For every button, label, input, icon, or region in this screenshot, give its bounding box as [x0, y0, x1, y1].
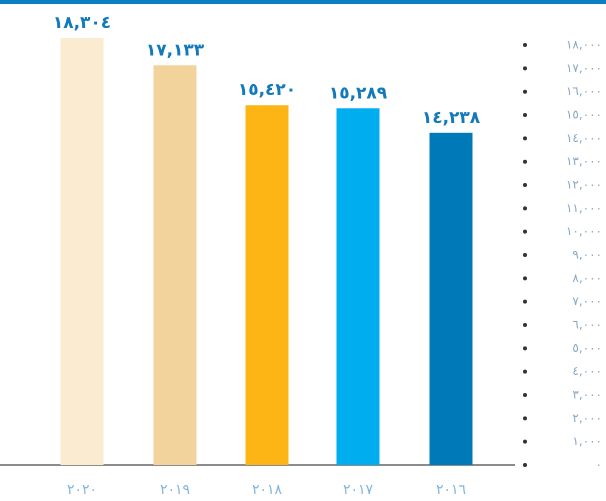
y-tick-label: ٦,٠٠٠ [572, 318, 602, 332]
tick-bullet [523, 113, 527, 118]
y-tick-label: ٤,٠٠٠ [572, 364, 602, 378]
y-tick-label: ٧,٠٠٠ [572, 294, 602, 308]
bar [336, 108, 380, 465]
bar [60, 37, 104, 465]
y-tick-label: ٣,٠٠٠ [572, 388, 602, 402]
y-tick-label: ٥,٠٠٠ [572, 341, 602, 355]
value-label: ١٥,٢٨٩ [329, 83, 388, 103]
tick-bullet [523, 229, 527, 234]
tick-bullet [523, 299, 527, 304]
y-tick-label: ٩,٠٠٠ [572, 248, 602, 262]
tick-bullet [523, 66, 527, 71]
value-label: ١٤,٢٣٨ [422, 108, 481, 128]
tick-bullet [523, 323, 527, 328]
tick-bullet [523, 159, 527, 164]
top-rule [0, 0, 606, 4]
y-tick-label: ١٤,٠٠٠ [566, 131, 602, 145]
value-label: ١٧,١٣٣ [146, 40, 205, 60]
tick-bullet [523, 183, 527, 188]
tick-bullet [523, 439, 527, 444]
tick-bullet [523, 416, 527, 421]
bar [245, 105, 289, 465]
bar [153, 65, 197, 465]
y-tick-label: ١١,٠٠٠ [566, 201, 602, 215]
y-tick-label: ١٠,٠٠٠ [566, 224, 602, 238]
y-tick-label: ١,٠٠٠ [572, 434, 602, 448]
x-tick-label: ٢٠١٧ [343, 482, 374, 498]
tick-bullet [523, 276, 527, 281]
bar [429, 132, 473, 465]
value-label: ١٥,٤٢٠ [238, 80, 296, 100]
y-tick-label: ١٢,٠٠٠ [566, 178, 602, 192]
y-tick-label: ١٧,٠٠٠ [566, 61, 602, 75]
tick-bullet [523, 89, 527, 94]
x-tick-label: ٢٠١٨ [252, 482, 283, 498]
tick-bullet [523, 43, 527, 48]
tick-bullet [523, 206, 527, 211]
tick-bullet [523, 253, 527, 258]
tick-bullet [523, 369, 527, 374]
y-tick-label: ١٦,٠٠٠ [566, 84, 602, 98]
x-tick-label: ٢٠١٦ [436, 482, 466, 498]
y-tick-label: ٠ [596, 458, 602, 472]
x-tick-label: ٢٠١٩ [160, 482, 190, 498]
y-tick-label: ١٨,٠٠٠ [566, 38, 602, 52]
x-tick-label: ٢٠٢٠ [67, 482, 97, 498]
tick-bullet [523, 393, 527, 398]
tick-bullet [523, 463, 527, 467]
tick-bullet [523, 136, 527, 141]
y-tick-label: ١٥,٠٠٠ [566, 108, 602, 122]
y-tick-label: ١٣,٠٠٠ [566, 154, 602, 168]
y-tick-label: ٨,٠٠٠ [572, 271, 602, 285]
tick-bullet [523, 346, 527, 351]
value-label: ١٨,٣٠٤ [53, 13, 111, 33]
y-tick-label: ٢,٠٠٠ [572, 411, 602, 425]
